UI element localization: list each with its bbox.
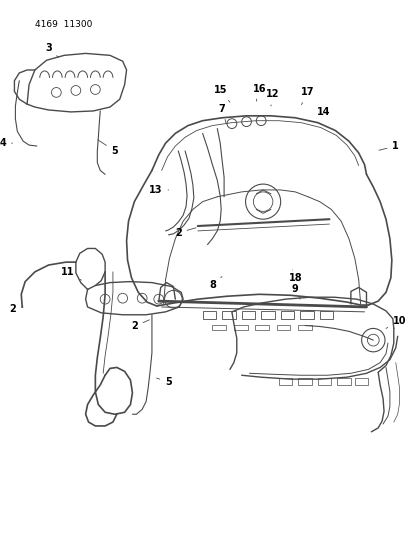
- Text: 17: 17: [301, 87, 315, 104]
- Bar: [255, 325, 269, 330]
- Text: 2: 2: [9, 304, 23, 314]
- Bar: [203, 311, 216, 319]
- Bar: [298, 325, 312, 330]
- Bar: [222, 311, 236, 319]
- Text: 12: 12: [266, 90, 279, 106]
- Bar: [242, 311, 255, 319]
- Text: 15: 15: [213, 85, 230, 102]
- Text: 10: 10: [386, 316, 406, 328]
- Text: 13: 13: [149, 185, 169, 195]
- Bar: [281, 311, 294, 319]
- Text: 4: 4: [0, 138, 13, 148]
- Bar: [320, 311, 333, 319]
- Text: 18: 18: [288, 270, 302, 282]
- Text: 7: 7: [219, 104, 226, 124]
- Bar: [355, 378, 368, 385]
- Bar: [261, 311, 275, 319]
- Text: 5: 5: [157, 377, 172, 387]
- Bar: [234, 325, 248, 330]
- Text: 16: 16: [253, 84, 266, 101]
- Text: 9: 9: [292, 285, 300, 299]
- Text: 2: 2: [131, 320, 149, 332]
- Bar: [279, 378, 293, 385]
- Text: 3: 3: [45, 43, 58, 58]
- Bar: [277, 325, 290, 330]
- Text: 14: 14: [314, 107, 330, 122]
- Bar: [300, 311, 314, 319]
- Bar: [337, 378, 351, 385]
- Text: 4169  11300: 4169 11300: [35, 20, 92, 29]
- Text: 8: 8: [209, 277, 222, 289]
- Text: 1: 1: [379, 141, 399, 151]
- Text: 11: 11: [61, 267, 81, 280]
- Bar: [213, 325, 226, 330]
- Text: 5: 5: [98, 140, 118, 156]
- Text: 2: 2: [175, 228, 196, 238]
- Bar: [298, 378, 312, 385]
- Bar: [318, 378, 331, 385]
